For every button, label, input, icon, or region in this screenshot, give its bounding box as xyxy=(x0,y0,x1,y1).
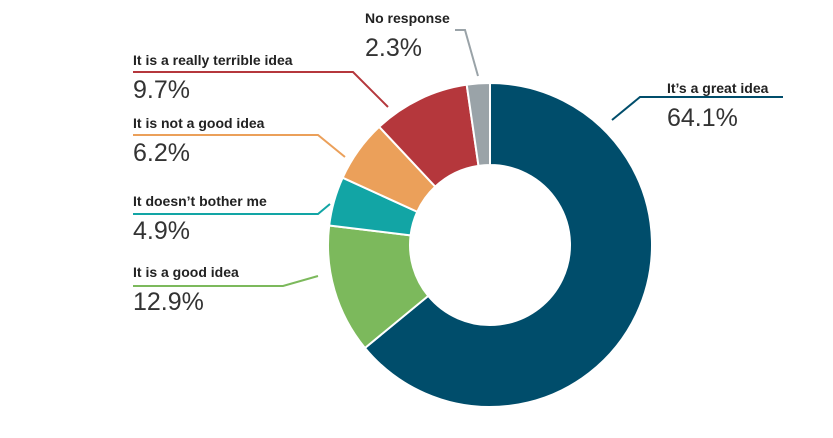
slice-label: It doesn’t bother me xyxy=(133,193,267,209)
slice-label: It’s a great idea xyxy=(667,80,769,96)
leader-line xyxy=(455,29,479,77)
leader-line xyxy=(133,203,331,215)
slice-value: 12.9% xyxy=(133,288,204,316)
slice-value: 6.2% xyxy=(133,139,190,167)
leader-line xyxy=(611,96,783,121)
leader-line xyxy=(133,134,346,158)
slice-value: 2.3% xyxy=(365,34,422,62)
slice-value: 64.1% xyxy=(667,104,738,132)
slice-label: It is a good idea xyxy=(133,264,239,280)
leader-line xyxy=(133,275,319,287)
donut-slice xyxy=(465,81,491,167)
slice-label: It is a really terrible idea xyxy=(133,52,293,68)
slice-label: No response xyxy=(365,10,450,26)
leader-line xyxy=(133,71,389,108)
slice-value: 9.7% xyxy=(133,76,190,104)
slice-value: 4.9% xyxy=(133,217,190,245)
slice-label: It is not a good idea xyxy=(133,115,265,131)
donut-slice xyxy=(363,81,653,408)
